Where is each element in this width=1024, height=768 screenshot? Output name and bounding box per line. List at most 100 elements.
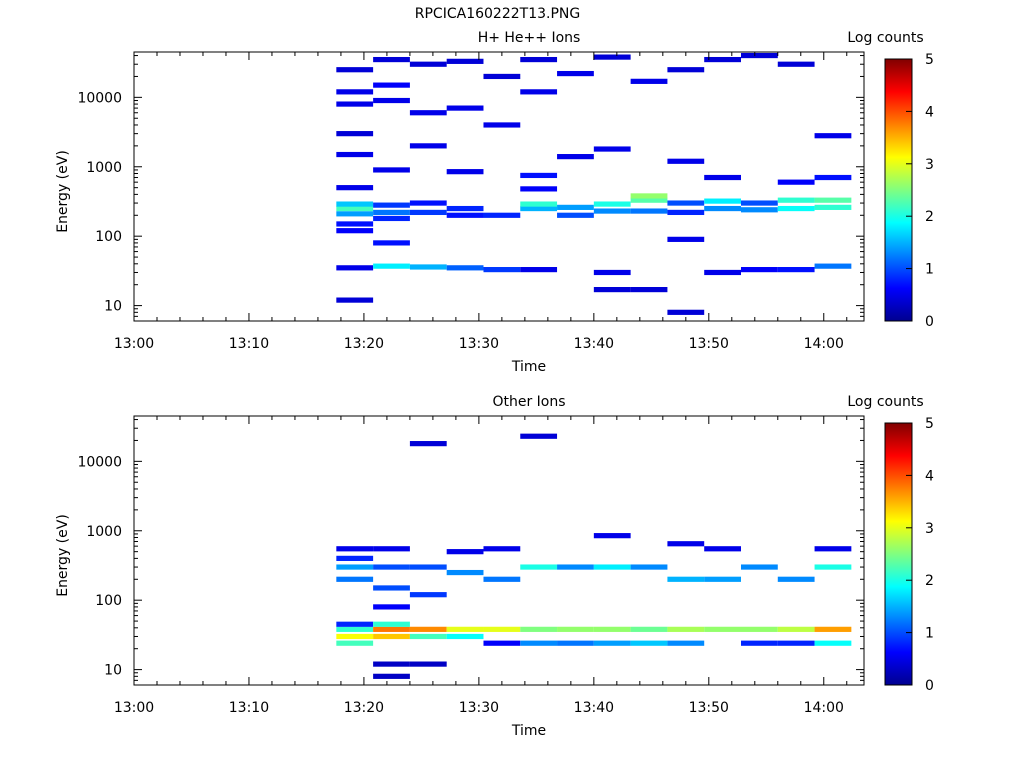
heatmap-cell [777,576,815,582]
x-tick-label: 13:50 [689,336,729,352]
heatmap-cell [446,633,484,640]
heatmap-cell [520,89,558,95]
heatmap-cell [483,267,521,273]
heatmap-cell [593,287,631,293]
heatmap-cell [409,661,447,667]
heatmap-cell [483,212,521,218]
heatmap-cell [667,576,705,582]
heatmap-cell [630,78,668,84]
heatmap-cell [593,201,631,207]
heatmap-cell [593,640,631,646]
colorbar-tick-label: 2 [925,573,934,589]
x-tick-label: 13:30 [459,336,499,352]
heatmap-cell [814,564,852,570]
colorbar-tick-label: 4 [925,468,934,484]
heatmap-cell [704,546,741,552]
colorbar-tick-label: 5 [925,416,934,432]
heatmap-cell [704,56,741,63]
heatmap-cell [409,200,447,206]
heatmap-cell [409,264,447,270]
heatmap-cell [336,564,374,570]
heatmap-cell [557,626,594,632]
heatmap-cell [336,211,374,217]
heatmap-cell [630,640,668,646]
colorbar [884,58,913,322]
x-tick-label: 14:00 [804,336,844,352]
heatmap-cell [409,633,447,640]
heatmap-cell [520,564,558,570]
heatmap-cell [557,564,594,570]
heatmap-cell [814,197,852,203]
heatmap-cell [373,263,410,269]
heatmap-cell [373,240,410,246]
colorbar-tick-label: 1 [925,262,934,278]
heatmap-cell [814,204,852,210]
heatmap-cell [740,267,778,273]
y-tick-label: 10000 [77,454,122,470]
heatmap-cell [336,640,374,646]
heatmap-cells [336,433,852,679]
heatmap-cell [704,269,741,276]
figure-title: RPCICA160222T13.PNG [414,6,581,22]
heatmap-cell [483,576,521,582]
colorbar-tick-label: 5 [925,52,934,68]
heatmap-cell [409,143,447,149]
heatmap-cell [557,640,594,646]
plot-frame [133,415,865,686]
heatmap-cell [409,564,447,570]
heatmap-cell [557,212,594,218]
heatmap-cell [373,546,410,552]
heatmap-cell [777,61,815,67]
heatmap-cell [630,197,668,203]
heatmap-cell [667,158,705,164]
x-tick-label: 13:30 [459,700,499,716]
heatmap-cell [373,564,410,570]
heatmap-cell [777,197,815,203]
x-tick-label: 13:40 [574,700,614,716]
heatmap-cell [630,208,668,214]
y-axis-label: Energy (eV) [55,514,71,597]
heatmap-cell [814,263,852,269]
heatmap-cell [814,174,852,181]
colorbar-tick-label: 4 [925,104,934,120]
heatmap-cell [704,205,741,212]
heatmap-cell [409,110,447,116]
heatmap-cell [520,205,558,212]
y-axis-label: Energy (eV) [55,150,71,233]
heatmap-cell [520,640,558,646]
heatmap-cells [336,52,852,315]
heatmap-cell [814,640,852,646]
heatmap-cell [777,205,815,212]
colorbar-tick-label: 0 [925,314,934,330]
heatmap-cell [740,207,778,213]
heatmap-cell [777,179,815,185]
colorbar [884,422,913,686]
heatmap-cell [814,626,852,632]
heatmap-cell [373,202,410,208]
heatmap-cell [740,626,778,632]
heatmap-cell [373,626,410,632]
heatmap-cell [336,151,374,158]
heatmap-cell [520,433,558,439]
heatmap-cell [373,621,410,627]
heatmap-cell [520,626,558,632]
heatmap-cell [373,97,410,104]
x-axis-label: Time [511,359,546,375]
heatmap-cell [593,54,631,60]
heatmap-cell [630,287,668,293]
heatmap-cell [667,640,705,646]
heatmap-cell [373,167,410,173]
heatmap-cell [409,592,447,598]
heatmap-cell [446,169,484,175]
heatmap-cell [520,267,558,273]
heatmap-cell [520,172,558,179]
heatmap-cell [483,546,521,552]
heatmap-cell [557,154,594,160]
heatmap-cell [557,70,594,77]
heatmap-cell [336,555,374,561]
heatmap-cell [446,212,484,218]
colorbar-label: Log counts [847,394,923,410]
plot-frame [133,51,865,322]
heatmap-cell [336,205,374,212]
